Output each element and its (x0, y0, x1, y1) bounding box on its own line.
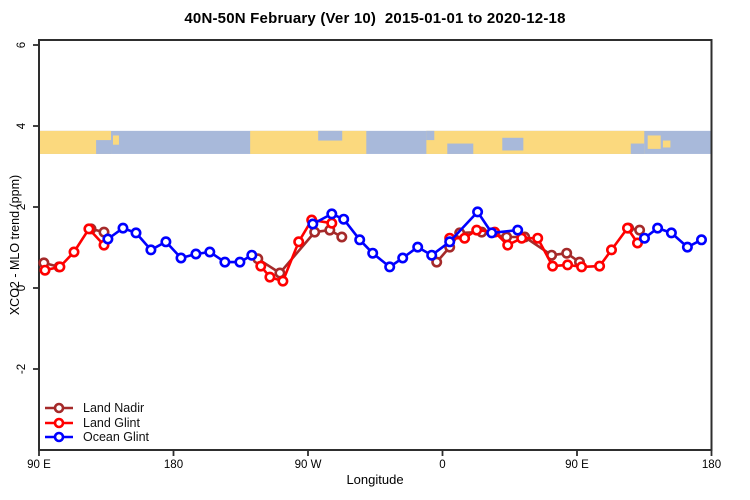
y-tick-label: 4 (16, 122, 28, 129)
data-point-ocean-glint (117, 222, 129, 234)
map-band-island (662, 140, 671, 148)
data-point-ocean-glint (512, 224, 524, 236)
data-point-land-glint (83, 223, 95, 235)
data-point-ocean-glint (160, 236, 172, 248)
legend-marker-ocean-glint (45, 431, 73, 443)
data-point-ocean-glint (338, 213, 350, 225)
data-point-land-nadir (431, 256, 443, 268)
data-point-ocean-glint (234, 256, 246, 268)
map-band-water-patch (502, 137, 524, 151)
legend-marker-land-nadir (45, 402, 73, 414)
legend-item-land-nadir: Land Nadir (44, 401, 149, 416)
legend: Land Nadir Land Glint Ocean Glint (44, 401, 149, 445)
data-point-land-glint (277, 275, 289, 287)
data-point-land-glint (576, 261, 588, 273)
data-point-ocean-glint (354, 234, 366, 246)
data-point-ocean-glint (638, 232, 650, 244)
y-tick-label: 6 (16, 42, 28, 48)
data-point-land-glint (631, 237, 643, 249)
data-point-land-glint (326, 217, 338, 229)
data-point-land-glint (562, 259, 574, 271)
data-point-land-glint (471, 224, 483, 236)
data-point-ocean-glint (681, 241, 693, 253)
data-point-ocean-glint (652, 222, 664, 234)
plot-box (38, 39, 713, 451)
data-point-land-glint (39, 264, 51, 276)
data-point-ocean-glint (204, 246, 216, 258)
data-point-land-glint (532, 232, 544, 244)
data-point-ocean-glint (665, 227, 677, 239)
data-point-land-glint (68, 246, 80, 258)
data-point-ocean-glint (444, 236, 456, 248)
data-point-land-nadir (634, 224, 646, 236)
data-point-land-glint (502, 239, 514, 251)
data-point-ocean-glint (219, 256, 231, 268)
legend-label-land-nadir: Land Nadir (83, 401, 145, 416)
data-point-land-glint (459, 232, 471, 244)
x-tick-label: 0 (439, 459, 445, 471)
data-point-ocean-glint (326, 208, 338, 220)
x-tick-label: 180 (164, 459, 183, 471)
map-band-island (647, 135, 661, 149)
map-band-land (426, 130, 645, 154)
data-point-land-glint (621, 222, 633, 234)
data-point-ocean-glint (190, 248, 202, 260)
data-point-land-glint (516, 232, 528, 244)
data-point-land-glint (264, 271, 276, 283)
data-point-ocean-glint (695, 234, 707, 246)
data-point-ocean-glint (384, 261, 396, 273)
map-band-water-patch (318, 130, 343, 141)
y-tick-label: 0 (16, 285, 28, 291)
x-tick-label: 90 E (27, 459, 51, 471)
map-band-land (39, 130, 112, 154)
y-axis-title: XCO2 - MLO trend (ppm) (8, 174, 22, 316)
legend-label-ocean-glint: Ocean Glint (83, 430, 150, 445)
data-point-ocean-glint (307, 218, 319, 230)
x-tick-label: 90 E (565, 459, 589, 471)
legend-marker-land-glint (45, 417, 73, 429)
data-point-ocean-glint (175, 252, 187, 264)
data-point-land-glint (54, 261, 66, 273)
chart-title: 40N-50N February (Ver 10) 2015-01-01 to … (184, 10, 566, 27)
data-point-ocean-glint (145, 244, 157, 256)
map-band-water-patch (426, 130, 435, 141)
data-point-land-glint (605, 244, 617, 256)
data-point-ocean-glint (102, 233, 114, 245)
data-point-land-nadir (336, 231, 348, 243)
y-tick-label: -2 (16, 364, 28, 374)
data-point-ocean-glint (397, 252, 409, 264)
data-point-land-nadir (561, 247, 573, 259)
x-tick-label: 90 W (295, 459, 322, 471)
data-point-land-glint (293, 236, 305, 248)
data-point-land-glint (594, 260, 606, 272)
map-band-water-patch (447, 143, 474, 154)
map-band-water-patch (96, 140, 112, 154)
data-point-land-glint (547, 260, 559, 272)
data-point-land-glint (255, 260, 267, 272)
map-band-island (112, 135, 119, 145)
data-point-ocean-glint (130, 227, 142, 239)
y-tick-label: 2 (16, 204, 28, 210)
x-tick-label: 180 (702, 459, 721, 471)
x-axis-title: Longitude (346, 472, 404, 487)
map-band-water-patch (630, 143, 645, 154)
legend-item-ocean-glint: Ocean Glint (44, 430, 149, 445)
legend-label-land-glint: Land Glint (83, 415, 140, 430)
data-point-ocean-glint (426, 249, 438, 261)
map-band-land (250, 130, 367, 154)
data-point-ocean-glint (367, 247, 379, 259)
data-point-ocean-glint (412, 241, 424, 253)
data-point-ocean-glint (472, 206, 484, 218)
data-point-ocean-glint (246, 249, 258, 261)
legend-item-land-glint: Land Glint (44, 416, 149, 431)
data-point-ocean-glint (486, 227, 498, 239)
